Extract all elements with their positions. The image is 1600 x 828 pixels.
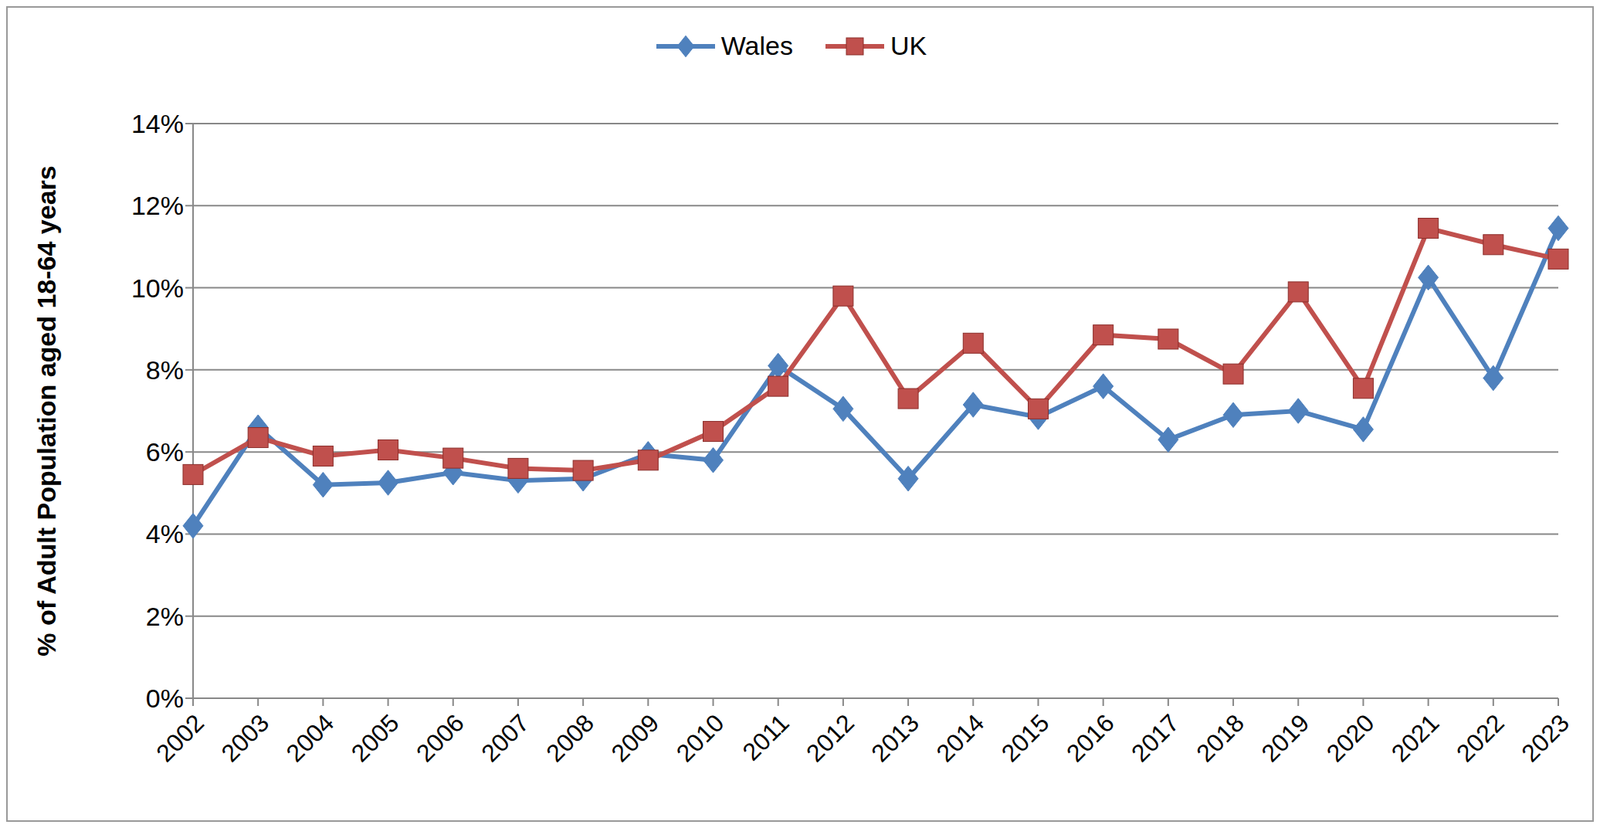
- svg-text:2014: 2014: [931, 708, 990, 768]
- svg-text:6%: 6%: [145, 437, 184, 467]
- html-text:UK: UK: [890, 30, 927, 61]
- svg-text:2004: 2004: [281, 708, 340, 768]
- svg-text:14%: 14%: [131, 108, 184, 139]
- svg-text:10%: 10%: [131, 273, 184, 303]
- svg-text:2023: 2023: [1515, 708, 1575, 768]
- svg-text:2008: 2008: [540, 708, 600, 768]
- html-text:Wales: Wales: [721, 30, 794, 61]
- svg-text:12%: 12%: [131, 190, 184, 221]
- svg-text:2003: 2003: [215, 708, 275, 768]
- svg-text:2012: 2012: [800, 708, 860, 768]
- svg-text:2019: 2019: [1255, 708, 1315, 768]
- svg-text:2%: 2%: [145, 601, 184, 631]
- svg-text:2010: 2010: [671, 708, 730, 768]
- svg-text:2011: 2011: [737, 708, 795, 767]
- svg-text:2016: 2016: [1061, 708, 1120, 768]
- svg-text:2005: 2005: [345, 708, 405, 768]
- svg-text:% of Adult Population aged 18-: % of Adult Population aged 18-64 years: [31, 165, 62, 656]
- svg-text:2015: 2015: [996, 708, 1055, 768]
- svg-text:2018: 2018: [1190, 708, 1250, 768]
- svg-text:2006: 2006: [410, 708, 470, 768]
- svg-text:2022: 2022: [1450, 708, 1510, 768]
- svg-text:2020: 2020: [1321, 708, 1380, 768]
- svg-text:2017: 2017: [1125, 708, 1185, 768]
- svg-text:0%: 0%: [145, 683, 184, 713]
- svg-text:2002: 2002: [150, 708, 210, 768]
- svg-text:4%: 4%: [145, 518, 184, 549]
- svg-text:2007: 2007: [475, 708, 535, 768]
- svg-text:2021: 2021: [1386, 708, 1445, 768]
- svg-text:2013: 2013: [865, 708, 925, 768]
- svg-text:8%: 8%: [145, 355, 184, 385]
- svg-text:2009: 2009: [606, 708, 665, 768]
